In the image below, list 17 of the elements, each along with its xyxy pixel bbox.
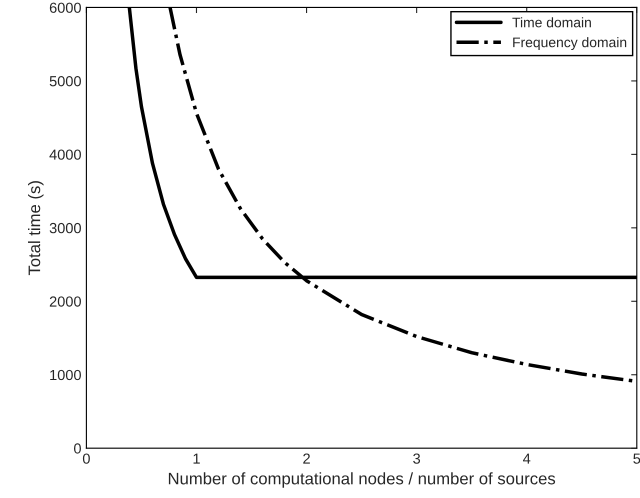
x-tick-label: 1 [194, 454, 200, 464]
y-axis-title: Total time (s) [28, 181, 44, 276]
y-tick-label: 2000 [50, 296, 81, 307]
y-tick-label: 5000 [50, 76, 81, 86]
x-tick-label: 4 [523, 454, 530, 464]
x-tick-label: 0 [82, 453, 90, 464]
y-tick-label: 6000 [50, 2, 81, 13]
y-tick-label: 4000 [49, 149, 81, 160]
legend-label: Frequency domain [513, 37, 626, 50]
x-axis-title: Number of computational nodes / number of sources [168, 472, 556, 488]
legend-label: Time domain [512, 17, 591, 28]
y-tick-label: 0 [74, 443, 81, 454]
y-tick-label: 1000 [50, 370, 81, 380]
x-tick-label: 3 [413, 453, 420, 464]
x-tick-label: 5 [633, 454, 640, 464]
x-tick-label: 2 [303, 453, 310, 464]
y-tick-label: 3000 [50, 222, 81, 234]
